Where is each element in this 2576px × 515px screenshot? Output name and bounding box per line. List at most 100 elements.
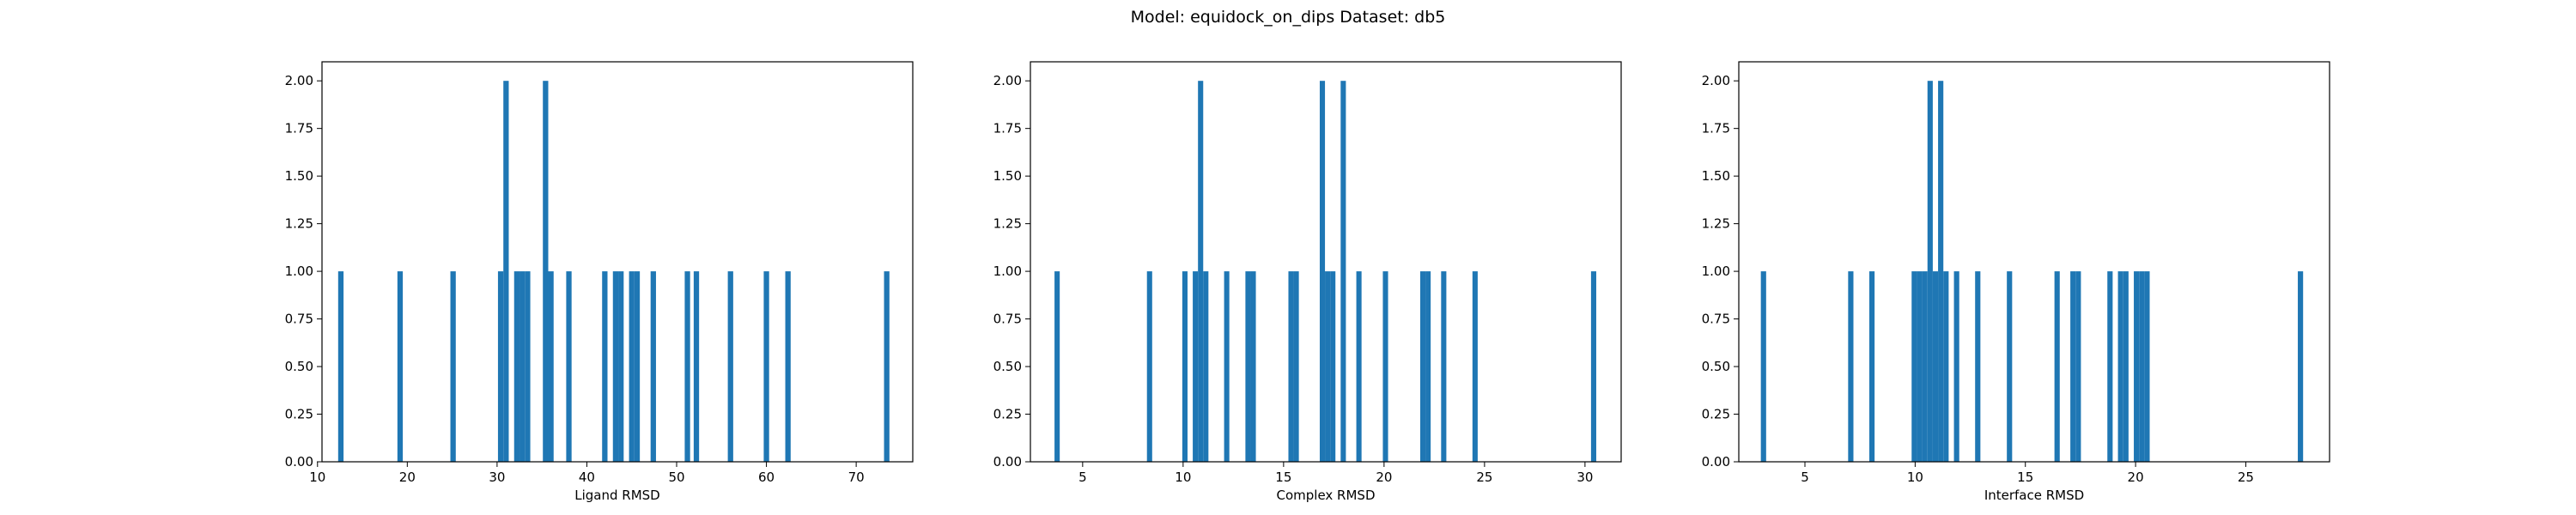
- histogram-bar: [884, 271, 890, 462]
- histogram-bar: [1325, 271, 1331, 462]
- y-tick-label: 1.50: [285, 168, 313, 184]
- histogram-bar: [2007, 271, 2013, 462]
- x-tick-label: 70: [848, 470, 865, 485]
- x-tick-label: 20: [1376, 470, 1392, 485]
- histogram-bar: [1146, 271, 1152, 462]
- x-axis-label: Interface RMSD: [1984, 488, 2084, 503]
- x-tick-label: 30: [1577, 470, 1593, 485]
- x-tick-label: 10: [309, 470, 325, 485]
- histogram-bar: [618, 271, 624, 462]
- histogram-bar: [525, 271, 531, 462]
- histogram-bar: [1975, 271, 1981, 462]
- x-axis-label: Complex RMSD: [1277, 488, 1376, 503]
- y-tick-label: 1.25: [285, 216, 313, 232]
- histogram-bar: [2075, 271, 2081, 462]
- y-tick-label: 2.00: [993, 73, 1022, 88]
- y-tick-label: 1.50: [1702, 168, 1730, 184]
- histogram-bar: [1203, 271, 1209, 462]
- y-tick-label: 1.75: [285, 121, 313, 136]
- histogram-bar: [1938, 81, 1944, 462]
- histogram-bar: [450, 271, 456, 462]
- y-tick-label: 0.75: [993, 312, 1022, 327]
- histogram-bar: [566, 271, 572, 462]
- histogram-bar: [602, 271, 608, 462]
- axes-frame: [1738, 61, 2330, 463]
- histogram-bar: [548, 271, 554, 462]
- histogram-bar: [2144, 271, 2150, 462]
- histogram-bar: [513, 271, 520, 462]
- histogram-bar: [1293, 271, 1299, 462]
- histogram-bar: [337, 271, 344, 462]
- histogram-bar: [1224, 271, 1230, 462]
- y-tick-label: 1.00: [285, 264, 313, 279]
- histogram-bar: [1953, 271, 1959, 462]
- axes-frame: [321, 61, 914, 463]
- x-tick-label: 30: [489, 470, 505, 485]
- x-axis-label: Ligand RMSD: [574, 488, 659, 503]
- interface-rmsd-histogram: 0.00 0.25 0.50 0.75 1.00 1.25 1.50 1.75 2.00 5 10 1…: [1702, 61, 2330, 503]
- histogram-bar: [1319, 81, 1326, 462]
- histogram-bar: [1927, 81, 1933, 462]
- histogram-bar: [1760, 271, 1766, 462]
- x-tick-label: 15: [1275, 470, 1291, 485]
- histogram-bar: [2134, 271, 2140, 462]
- histogram-bar: [2070, 271, 2076, 462]
- y-tick-label: 0.75: [285, 312, 313, 327]
- x-tick-label: 40: [579, 470, 595, 485]
- histogram-bar: [1198, 81, 1204, 462]
- histogram-bar: [650, 271, 656, 462]
- histogram-bar: [497, 271, 504, 462]
- histogram-bar: [763, 271, 769, 462]
- histogram-bar: [1340, 81, 1346, 462]
- histogram-bar: [785, 271, 791, 462]
- histogram-bar: [1472, 271, 1478, 462]
- histogram-bar: [1441, 271, 1447, 462]
- histogram-bar: [1917, 271, 1923, 462]
- x-tick-label: 20: [399, 470, 416, 485]
- y-tick-label: 1.75: [1702, 121, 1730, 136]
- x-tick-label: 25: [2238, 470, 2254, 485]
- y-tick-label: 0.50: [1702, 359, 1730, 374]
- y-tick-label: 0.50: [285, 359, 313, 374]
- histogram-bar: [1848, 271, 1854, 462]
- histogram-bar: [2117, 271, 2123, 462]
- histogram-bar: [2298, 271, 2304, 462]
- y-tick-label: 0.50: [993, 359, 1022, 374]
- y-tick-label: 2.00: [1702, 73, 1730, 88]
- y-tick-label: 0.25: [993, 407, 1022, 422]
- y-tick-label: 0.25: [285, 407, 313, 422]
- histogram-bar: [397, 271, 404, 462]
- y-tick-label: 1.75: [993, 121, 1022, 136]
- x-tick-label: 60: [758, 470, 775, 485]
- y-tick-label: 0.25: [1702, 407, 1730, 422]
- histogram-bar: [1288, 271, 1294, 462]
- histogram-bar: [1356, 271, 1362, 462]
- histogram-bar: [2123, 271, 2129, 462]
- x-tick-label: 5: [1078, 470, 1087, 485]
- histogram-bar: [1419, 271, 1426, 462]
- y-tick-label: 0.00: [1702, 454, 1730, 470]
- y-tick-label: 2.00: [285, 73, 313, 88]
- y-tick-label: 1.25: [1702, 216, 1730, 232]
- x-tick-label: 5: [1801, 470, 1809, 485]
- histogram-bar: [1868, 271, 1875, 462]
- histogram-bar: [1193, 271, 1199, 462]
- y-tick-label: 0.75: [1702, 312, 1730, 327]
- x-tick-label: 10: [1907, 470, 1923, 485]
- histogram-bar: [693, 271, 700, 462]
- histogram-bar: [1932, 271, 1939, 462]
- histogram-bar: [1590, 271, 1596, 462]
- histogram-bar: [727, 271, 733, 462]
- histogram-bar: [684, 271, 690, 462]
- y-tick-label: 1.25: [993, 216, 1022, 232]
- histogram-bar: [1943, 271, 1949, 462]
- histogram-panels: 0.00 0.25 0.50 0.75 1.00 1.25 1.50 1.75 2.00 10 20…: [285, 61, 2330, 503]
- histogram-bar: [634, 271, 641, 462]
- histogram-bar: [1250, 271, 1256, 462]
- histogram-bar: [629, 271, 635, 462]
- axes-frame: [1030, 61, 1622, 463]
- histogram-bar: [1382, 271, 1388, 462]
- histogram-bar: [1922, 271, 1928, 462]
- y-tick-label: 0.00: [993, 454, 1022, 470]
